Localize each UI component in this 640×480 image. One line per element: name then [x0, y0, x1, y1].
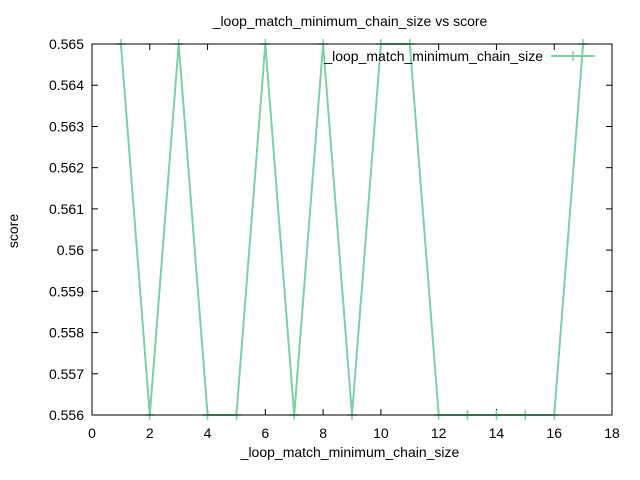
y-axis-label: score — [5, 214, 21, 248]
y-tick-label: 0.558 — [49, 325, 84, 341]
x-axis-label: _loop_match_minimum_chain_size — [240, 444, 460, 460]
y-tick-label: 0.556 — [49, 407, 84, 423]
y-tick-label: 0.564 — [49, 77, 84, 93]
x-tick-label: 8 — [319, 425, 327, 441]
x-tick-label: 12 — [431, 425, 447, 441]
x-tick-label: 6 — [261, 425, 269, 441]
x-tick-label: 16 — [546, 425, 562, 441]
y-tick-label: 0.557 — [49, 366, 84, 382]
legend: _loop_match_minimum_chain_size — [323, 48, 595, 64]
series-line — [119, 43, 585, 416]
y-tick-label: 0.561 — [49, 201, 84, 217]
x-tick-label: 10 — [373, 425, 389, 441]
x-tick-label: 4 — [204, 425, 212, 441]
series-layer — [115, 39, 589, 420]
y-tick-label: 0.559 — [49, 283, 84, 299]
x-tick-label: 18 — [604, 425, 620, 441]
y-tick-label: 0.562 — [49, 160, 84, 176]
chart-title: _loop_match_minimum_chain_size vs score — [212, 13, 488, 29]
x-tick-label: 0 — [88, 425, 96, 441]
x-tick-label: 14 — [489, 425, 505, 441]
y-tick-label: 0.565 — [49, 36, 84, 52]
x-tick-label: 2 — [146, 425, 154, 441]
y-tick-label: 0.563 — [49, 118, 84, 134]
legend-label: _loop_match_minimum_chain_size — [323, 48, 543, 64]
plot-frame — [91, 43, 613, 416]
y-axis-ticks: 0.556 0.557 0.558 0.559 0.56 0.561 0.562 0.563 0… — [49, 36, 612, 423]
y-tick-label: 0.56 — [57, 242, 84, 258]
